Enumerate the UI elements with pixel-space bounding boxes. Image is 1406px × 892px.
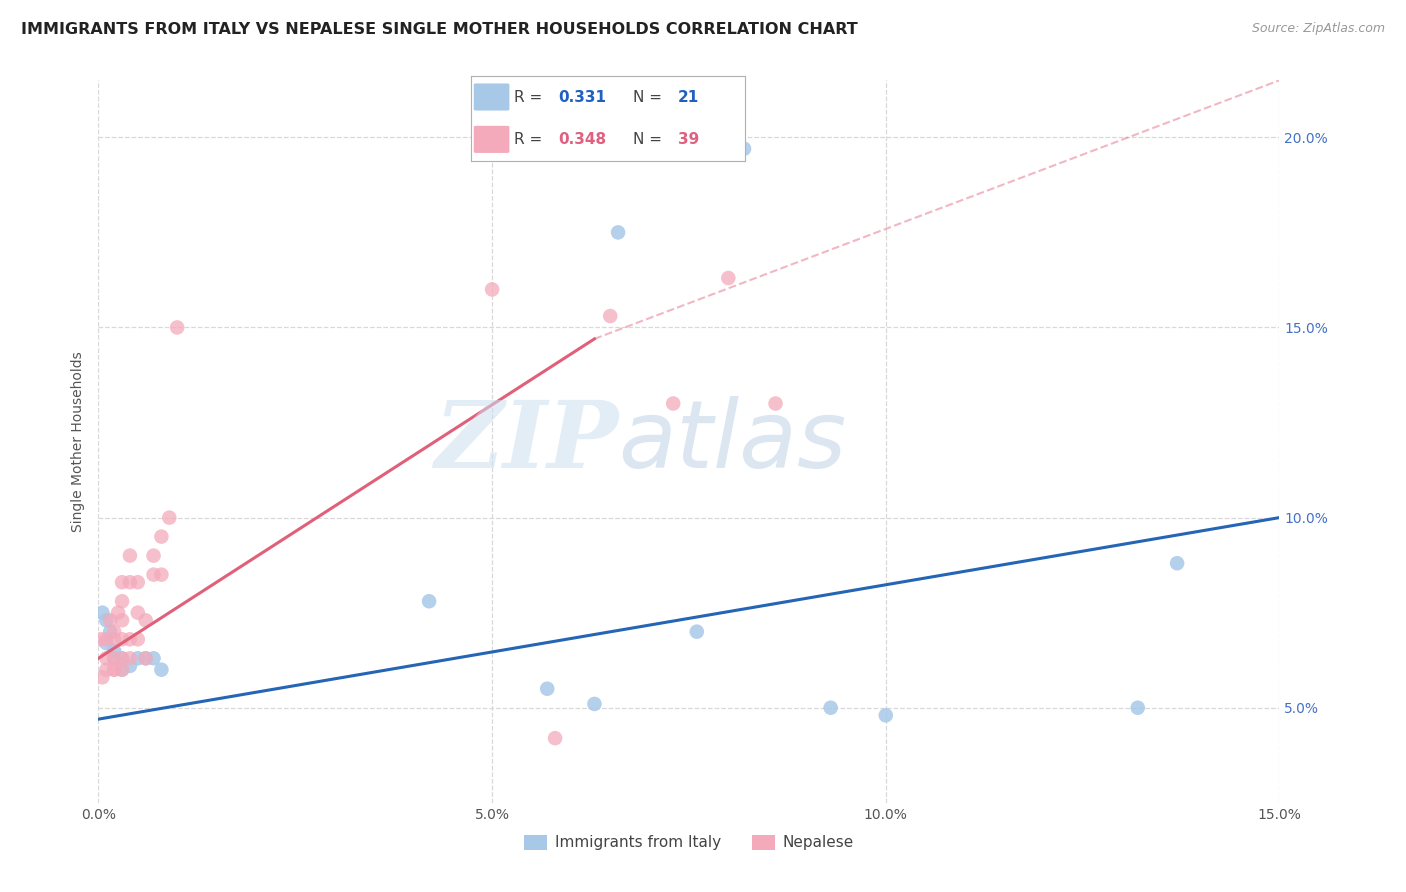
Text: 0.348: 0.348 xyxy=(558,132,607,147)
Point xyxy=(103,643,125,657)
Point xyxy=(118,659,141,673)
Point xyxy=(118,651,141,665)
Text: 21: 21 xyxy=(678,89,699,104)
Text: R =: R = xyxy=(513,132,547,147)
Point xyxy=(90,632,112,647)
Point xyxy=(111,575,134,590)
Point xyxy=(118,632,141,647)
Point xyxy=(135,651,157,665)
Point xyxy=(536,681,558,696)
Point xyxy=(96,663,118,677)
FancyBboxPatch shape xyxy=(474,84,509,111)
Point xyxy=(111,632,134,647)
Point xyxy=(96,632,118,647)
Text: 0.331: 0.331 xyxy=(558,89,607,104)
Point xyxy=(150,567,173,582)
Point xyxy=(111,663,134,677)
Point xyxy=(820,700,842,714)
Point xyxy=(118,549,141,563)
Point xyxy=(111,651,134,665)
Text: N =: N = xyxy=(633,132,666,147)
Point xyxy=(111,663,134,677)
Y-axis label: Single Mother Households: Single Mother Households xyxy=(72,351,86,532)
Point xyxy=(150,530,173,544)
Point xyxy=(418,594,440,608)
Point xyxy=(662,396,685,410)
Point xyxy=(142,549,165,563)
Point xyxy=(103,632,125,647)
Point xyxy=(127,606,149,620)
Point xyxy=(98,613,121,627)
Point xyxy=(127,632,149,647)
Point xyxy=(91,670,114,684)
Point xyxy=(142,651,165,665)
Point xyxy=(111,651,134,665)
Point xyxy=(142,567,165,582)
Text: R =: R = xyxy=(513,89,547,104)
Point xyxy=(599,309,621,323)
Point xyxy=(118,575,141,590)
Point xyxy=(1126,700,1149,714)
Text: atlas: atlas xyxy=(619,396,846,487)
Point xyxy=(583,697,606,711)
Text: 39: 39 xyxy=(678,132,699,147)
Point xyxy=(544,731,567,746)
Legend: Immigrants from Italy, Nepalese: Immigrants from Italy, Nepalese xyxy=(519,829,859,856)
Text: IMMIGRANTS FROM ITALY VS NEPALESE SINGLE MOTHER HOUSEHOLDS CORRELATION CHART: IMMIGRANTS FROM ITALY VS NEPALESE SINGLE… xyxy=(21,22,858,37)
Point xyxy=(103,651,125,665)
Point xyxy=(1166,556,1188,570)
Point xyxy=(607,226,630,240)
Point xyxy=(103,663,125,677)
Point xyxy=(103,624,125,639)
Point xyxy=(98,624,121,639)
Point xyxy=(96,636,118,650)
Point xyxy=(96,613,118,627)
Point xyxy=(166,320,188,334)
Text: ZIP: ZIP xyxy=(434,397,619,486)
Point xyxy=(96,651,118,665)
Point xyxy=(111,594,134,608)
Point xyxy=(765,396,787,410)
Point xyxy=(135,613,157,627)
Point xyxy=(150,663,173,677)
Point xyxy=(111,613,134,627)
Point xyxy=(107,606,129,620)
Point xyxy=(103,651,125,665)
FancyBboxPatch shape xyxy=(474,126,509,153)
Point xyxy=(127,575,149,590)
Point xyxy=(103,663,125,677)
Point xyxy=(733,142,755,156)
Point xyxy=(481,282,503,296)
Text: N =: N = xyxy=(633,89,666,104)
Point xyxy=(135,651,157,665)
Point xyxy=(127,651,149,665)
Text: Source: ZipAtlas.com: Source: ZipAtlas.com xyxy=(1251,22,1385,36)
Point xyxy=(875,708,897,723)
Point xyxy=(717,271,740,285)
Point xyxy=(157,510,180,524)
Point xyxy=(686,624,709,639)
Point xyxy=(91,606,114,620)
